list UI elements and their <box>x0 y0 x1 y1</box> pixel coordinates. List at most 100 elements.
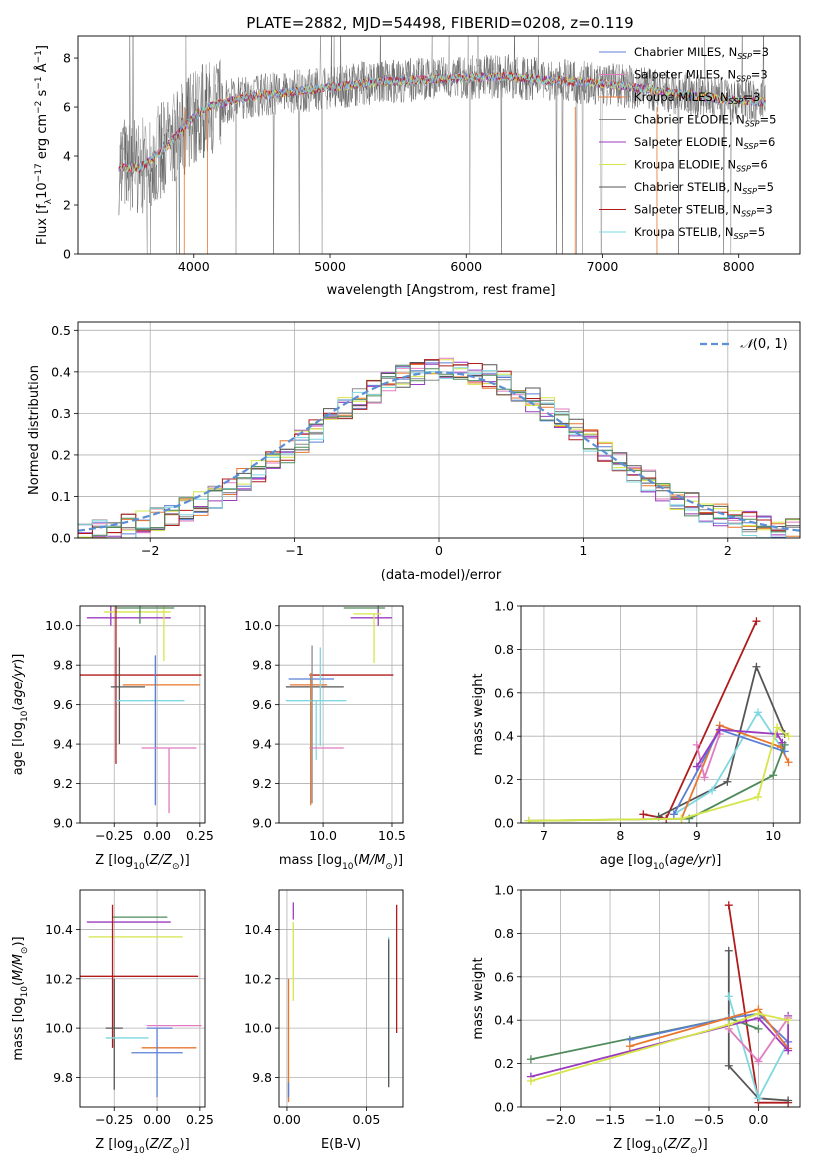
mass-weight-marker <box>754 1024 763 1033</box>
legend-label: Salpeter STELIB, NSSP=3 <box>634 203 773 219</box>
x-tick-label: −1.5 <box>595 1112 625 1127</box>
y-tick-label: 0.6 <box>494 685 514 700</box>
mass-weight-marker <box>754 1094 763 1103</box>
y-tick-label: 9.8 <box>53 1070 73 1085</box>
legend-label: Kroupa STELIB, NSSP=5 <box>634 225 765 241</box>
y-tick-label: 9.6 <box>53 697 73 712</box>
x-tick-label: 2 <box>724 543 732 558</box>
y-tick-label: 0.0 <box>51 531 71 546</box>
panel-residuals: −2 −1 0 1 2 0.0 0.1 0.2 0.3 0.4 0.5 𝒩(0, 1) (data-mo… <box>27 321 801 583</box>
plot-area <box>524 617 793 823</box>
mass-weight-series <box>530 1015 789 1078</box>
mass-weight-marker <box>780 740 789 749</box>
y-axis-label: age [log10(age/yr)] <box>11 654 30 776</box>
legend-label: Salpeter ELODIE, NSSP=6 <box>634 135 775 151</box>
y-tick-label: 2 <box>63 198 71 213</box>
x-tick-label: 0.00 <box>143 1112 171 1127</box>
x-axis-label: E(B-V) <box>321 1137 361 1152</box>
x-tick-label: −0.5 <box>694 1112 724 1127</box>
x-tick-label: 8 <box>616 828 624 843</box>
y-tick-label: 8 <box>63 51 71 66</box>
x-tick-label: −2 <box>141 543 159 558</box>
panel-mass-weight-vs-age: 7 8 9 10 0.0 0.2 0.4 0.6 0.8 1.0 age [log10(age/yr… <box>471 599 801 872</box>
x-tick-label: 1 <box>579 543 587 558</box>
mass-weight-marker <box>784 758 793 767</box>
y-tick-label: 0.4 <box>51 364 71 379</box>
error-bar-point <box>86 606 171 626</box>
mass-weight-series <box>696 728 784 768</box>
mass-weight-marker <box>784 732 793 741</box>
y-tick-label: 0.3 <box>51 406 71 421</box>
x-tick-label: −0.25 <box>95 828 133 843</box>
error-bar-point <box>350 606 392 626</box>
x-tick-label: 10.0 <box>309 828 337 843</box>
mass-weight-series <box>658 663 786 818</box>
y-tick-label: 10.2 <box>45 971 73 986</box>
error-bar-point <box>131 1028 183 1098</box>
y-tick-label: 10.4 <box>45 922 73 937</box>
y-tick-label: 6 <box>63 100 71 115</box>
y-tick-label: 9.0 <box>252 816 272 831</box>
y-tick-label: 9.2 <box>252 776 272 791</box>
mass-weight-marker <box>752 662 761 671</box>
axes-frame <box>77 321 801 539</box>
y-tick-label: 0.6 <box>494 969 514 984</box>
mass-weight-marker <box>708 786 717 795</box>
mass-weight-marker <box>639 810 648 819</box>
legend-label: Salpeter MILES, NSSP=3 <box>634 68 768 84</box>
y-tick-label: 9.2 <box>53 776 73 791</box>
y-axis-label: Normed distribution <box>27 365 42 495</box>
legend-label: Chabrier ELODIE, NSSP=5 <box>634 113 776 129</box>
x-tick-label: 4000 <box>178 259 210 274</box>
y-axis-label: Flux [fλ10−17 erg cm−2 s−1 Å−1] <box>34 45 54 245</box>
panel-spectrum: 4000 5000 6000 7000 8000 0 2 4 6 8 Chabrier MILES,… <box>34 35 801 298</box>
mass-weight-series <box>530 1017 759 1061</box>
y-tick-label: 9.6 <box>252 697 272 712</box>
plot-area <box>285 606 394 806</box>
axes-frame <box>278 605 404 824</box>
error-bar-point <box>290 673 328 806</box>
plot-area <box>80 904 202 1098</box>
axes-frame <box>278 889 404 1108</box>
x-tick-label: −1.0 <box>644 1112 674 1127</box>
y-tick-label: 0.4 <box>494 729 514 744</box>
axes-frame <box>520 605 801 824</box>
mass-weight-marker <box>692 740 701 749</box>
figure-title: PLATE=2882, MJD=54498, FIBERID=0208, z=0… <box>246 14 633 32</box>
x-tick-label: 7 <box>540 828 548 843</box>
y-tick-label: 0.4 <box>494 1013 514 1028</box>
x-axis-label: age [log10(age/yr)] <box>600 853 722 872</box>
mass-weight-series <box>528 725 790 822</box>
y-tick-label: 10.2 <box>244 971 272 986</box>
normal-curve <box>78 371 800 532</box>
y-tick-label: 1.0 <box>494 883 514 898</box>
x-axis-label: (data-model)/error <box>381 568 502 583</box>
mass-weight-series <box>673 710 782 816</box>
plot-area <box>526 901 793 1107</box>
error-bar-point <box>103 606 171 662</box>
y-tick-label: 10.0 <box>45 1021 73 1036</box>
y-tick-label: 9.8 <box>252 1070 272 1085</box>
x-tick-label: 0.00 <box>273 1112 301 1127</box>
y-tick-label: 9.8 <box>252 658 272 673</box>
mass-weight-series <box>530 1012 789 1082</box>
axes-frame <box>79 605 206 824</box>
mass-weight-marker <box>526 1055 535 1064</box>
x-axis-label: Z [log10(Z/Z⊙)] <box>95 1137 189 1156</box>
mass-weight-marker <box>773 723 782 732</box>
x-tick-label: −2.0 <box>545 1112 575 1127</box>
error-bar-point <box>105 978 123 1090</box>
legend-label: Kroupa ELODIE, NSSP=6 <box>634 158 768 174</box>
y-tick-label: 10.0 <box>244 618 272 633</box>
mass-weight-marker <box>784 1096 793 1105</box>
mass-weight-marker <box>669 810 678 819</box>
panel-mass-vs-EBV: 0.00 0.05 9.8 10.0 10.2 10.4 E(B-V) <box>244 889 404 1152</box>
plot-area <box>78 357 800 538</box>
y-tick-label: 0.8 <box>494 926 514 941</box>
y-tick-label: 10.0 <box>45 618 73 633</box>
mass-weight-marker <box>715 725 724 734</box>
x-tick-label: 9 <box>693 828 701 843</box>
error-bar-point <box>80 606 202 764</box>
y-tick-label: 0.0 <box>494 816 514 831</box>
error-bar-point <box>80 904 199 1048</box>
